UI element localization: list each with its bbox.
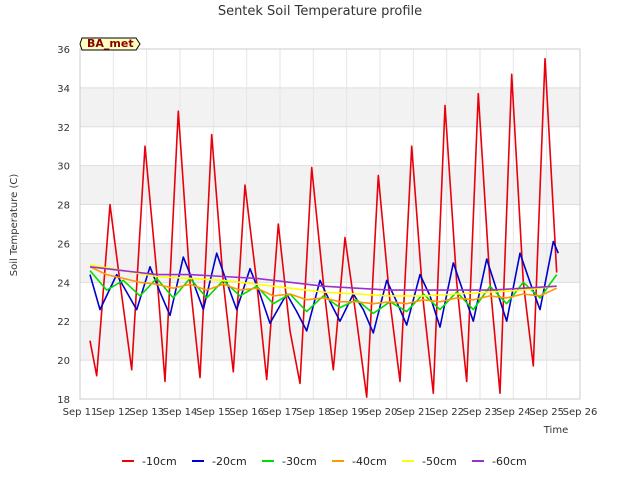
x-tick-label: Sep 15 [196, 407, 231, 418]
y-tick-label: 32 [57, 123, 70, 134]
series-line-minus-40cm [89, 266, 558, 305]
x-tick-label: Sep 12 [96, 407, 131, 418]
y-axis-label: Soil Temperature (C) [9, 174, 20, 277]
legend-label: -60cm [492, 455, 527, 468]
background-band [80, 165, 580, 205]
series-layer [89, 57, 560, 398]
x-tick-label: Sep 23 [463, 407, 498, 418]
series-line-minus-50cm [89, 264, 557, 297]
background-band [80, 243, 580, 283]
x-tick-label: Sep 13 [129, 407, 164, 418]
badge-label: BA_met [87, 37, 134, 50]
y-tick-label: 20 [57, 356, 70, 367]
y-tick-label: 22 [57, 317, 70, 328]
plot-frame [79, 48, 581, 400]
y-tick-label: 28 [57, 201, 70, 212]
legend-label: -40cm [352, 455, 387, 468]
series-line-minus-10cm [89, 57, 558, 398]
axes [79, 48, 581, 400]
legend: -10cm -20cm -30cm -40cm -50cm -60cm [122, 455, 527, 468]
x-tick-label: Sep 26 [563, 407, 598, 418]
chart-title: Sentek Soil Temperature profile [218, 4, 422, 19]
x-tick-label: Sep 25 [529, 407, 564, 418]
x-tick-label: Sep 24 [496, 407, 531, 418]
legend-label: -30cm [282, 455, 317, 468]
y-tick-labels: 18 20 22 24 26 28 30 32 34 36 [57, 45, 70, 406]
series-line-minus-60cm [89, 266, 557, 291]
x-axis-label: Time [543, 425, 568, 436]
legend-label: -10cm [142, 455, 177, 468]
y-tick-label: 30 [57, 162, 70, 173]
x-tick-label: Sep 16 [229, 407, 264, 418]
x-tick-label: Sep 17 [263, 407, 298, 418]
x-tick-label: Sep 20 [363, 407, 398, 418]
series-line-minus-20cm [89, 240, 560, 334]
legend-label: -50cm [422, 455, 457, 468]
station-badge: BA_met [79, 37, 141, 51]
x-tick-label: Sep 22 [429, 407, 464, 418]
x-tick-label: Sep 14 [163, 407, 198, 418]
y-tick-label: 36 [57, 45, 70, 56]
y-tick-label: 26 [57, 239, 70, 250]
y-tick-label: 18 [57, 395, 70, 406]
x-tick-label: Sep 19 [329, 407, 364, 418]
plot-background [80, 49, 580, 399]
background-band [80, 87, 580, 127]
y-tick-label: 34 [57, 84, 70, 95]
series-line-minus-30cm [89, 270, 558, 315]
x-tick-label: Sep 11 [63, 407, 98, 418]
y-tick-label: 24 [57, 278, 70, 289]
legend-label: -20cm [212, 455, 247, 468]
badge-box [79, 37, 141, 51]
x-tick-label: Sep 21 [396, 407, 431, 418]
x-tick-label: Sep 18 [296, 407, 331, 418]
